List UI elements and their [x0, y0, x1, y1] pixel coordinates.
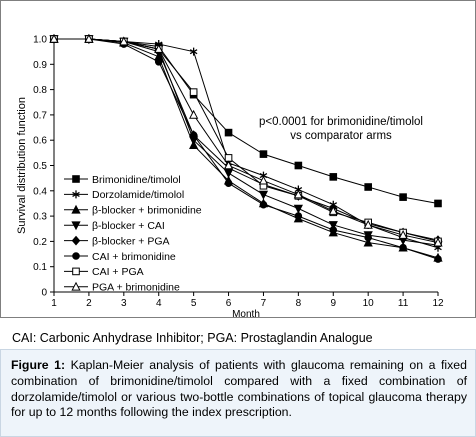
- series-8-point: [223, 160, 234, 170]
- series-3-point: [363, 237, 373, 247]
- y-tick-label: 0.3: [33, 212, 47, 223]
- x-tick-label: 12: [432, 298, 444, 309]
- series-1-point: [364, 183, 372, 191]
- series-8-point: [363, 219, 373, 229]
- y-axis-label: Survival distribution function: [16, 97, 28, 234]
- legend-marker-3: [71, 204, 81, 214]
- x-tick-label: 7: [261, 298, 267, 309]
- caption-label: Figure 1:: [11, 358, 66, 372]
- series-8-point: [189, 109, 199, 119]
- legend-label-5: β-blocker + PGA: [92, 235, 170, 247]
- legend-label-6: CAI + brimonidine: [92, 251, 176, 263]
- series-7-point: [224, 154, 233, 162]
- series-6-point: [224, 179, 233, 188]
- x-tick-label: 8: [296, 298, 302, 309]
- series-1-point: [259, 150, 268, 158]
- x-tick-label: 4: [156, 298, 162, 309]
- series-8-point: [84, 33, 94, 43]
- series-1-point: [294, 161, 303, 170]
- legend-marker-8: [71, 281, 81, 291]
- legend-marker-6: [72, 252, 80, 260]
- y-tick-label: 0.2: [33, 237, 47, 248]
- series-4-point: [258, 190, 269, 200]
- series-8-point: [398, 229, 408, 239]
- caption-box: Figure 1: Kaplan-Meier analysis of patie…: [0, 349, 476, 437]
- legend-label-3: β-blocker + brimonidine: [92, 205, 202, 217]
- series-2-point: [189, 47, 198, 56]
- series-8-point: [433, 237, 443, 247]
- figure-caption: Figure 1: Kaplan-Meier analysis of patie…: [11, 358, 467, 421]
- legend-label-4: β-blocker + CAI: [92, 220, 165, 232]
- series-1-point: [224, 128, 233, 137]
- legend-label-7: CAI + PGA: [92, 266, 144, 278]
- series-8-line: [54, 38, 439, 244]
- x-tick-label: 2: [86, 298, 92, 309]
- legend-label-8: PGA + brimonidine: [92, 282, 180, 294]
- x-tick-label: 3: [121, 298, 127, 309]
- y-tick-label: 1.0: [33, 35, 47, 46]
- series-8-point: [154, 44, 164, 53]
- legend-label-2: Dorzolamide/timolol: [92, 189, 184, 201]
- x-tick-label: 9: [330, 298, 336, 309]
- y-tick-label: 0: [41, 288, 47, 299]
- y-tick-label: 0.9: [33, 60, 47, 71]
- series-1-point: [399, 193, 407, 201]
- survival-chart: 00.10.20.30.40.50.60.70.80.91.01 2 3 4 5 6 7 8 9…: [16, 33, 444, 317]
- legend-marker-7: [72, 267, 80, 276]
- series-8-point: [49, 33, 59, 43]
- series-1-point: [434, 199, 442, 208]
- legend-marker-5: [71, 235, 81, 246]
- x-tick-label: 6: [226, 298, 232, 309]
- caption-text: Kaplan-Meier analysis of patients with g…: [11, 358, 467, 420]
- legend-marker-1: [72, 175, 80, 183]
- p-value-annotation-line-2: vs comparator arms: [290, 130, 392, 142]
- series-6-point: [259, 200, 268, 209]
- legend-marker-2: [72, 190, 80, 199]
- series-6-point: [434, 255, 442, 263]
- series-6-point: [154, 57, 163, 66]
- series-4-point: [293, 204, 303, 214]
- y-tick-label: 0.1: [33, 262, 47, 273]
- x-tick-label: 1: [51, 298, 57, 309]
- series-6-line: [54, 38, 439, 260]
- series-6-point: [329, 226, 338, 234]
- series-7-point: [189, 88, 198, 96]
- x-tick-label: 11: [398, 298, 409, 309]
- series-6-point: [364, 233, 372, 242]
- series-6-point: [294, 212, 303, 220]
- series-8-point: [293, 189, 303, 199]
- legend-label-1: Brimonidine/timolol: [92, 174, 181, 186]
- series-4-point: [328, 221, 338, 231]
- x-axis-label: Month: [232, 309, 260, 317]
- series-1-point: [329, 173, 338, 181]
- y-tick-label: 0.6: [33, 136, 47, 147]
- series-6-point: [189, 131, 198, 139]
- series-8-point: [119, 36, 129, 46]
- y-tick-label: 0.4: [33, 186, 47, 197]
- abbreviations-note: CAI: Carbonic Anhydrase Inhibitor; PGA: …: [12, 331, 373, 345]
- y-tick-label: 0.7: [33, 110, 47, 121]
- x-tick-label: 10: [363, 298, 375, 309]
- series-6-point: [399, 243, 407, 252]
- x-tick-label: 5: [191, 298, 197, 309]
- legend-marker-4: [71, 221, 81, 231]
- y-tick-label: 0.8: [33, 85, 47, 96]
- series-8-point: [328, 205, 338, 215]
- p-value-annotation-line-1: p<0.0001 for brimonidine/timolol: [259, 116, 423, 128]
- series-8-point: [258, 175, 269, 185]
- series-3-line: [54, 38, 439, 259]
- y-tick-label: 0.5: [33, 161, 47, 172]
- plot-frame: 0 0.1 0.2 0.3 0.4 0.5 0.6 0.7 0.8 0.9 1.0 1 2 3 4 5 6 7 8 9…: [0, 0, 476, 318]
